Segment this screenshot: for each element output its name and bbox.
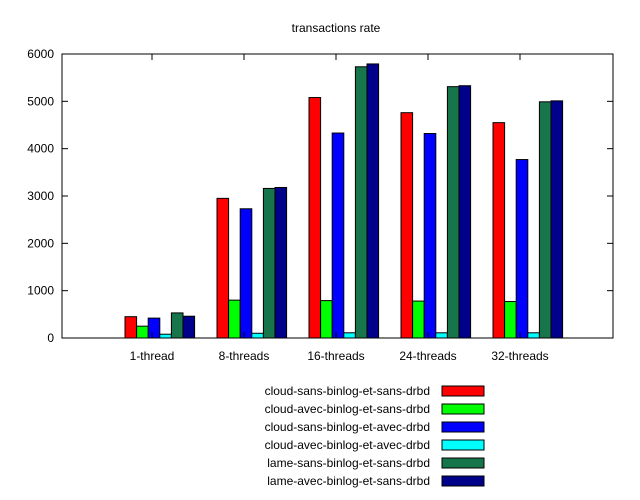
bar (446, 86, 460, 339)
bar (170, 312, 184, 339)
bar (354, 66, 368, 339)
y-tick-label: 1000 (27, 284, 54, 298)
bar (136, 325, 149, 339)
legend-swatch (441, 421, 485, 433)
y-tick-label: 3000 (27, 189, 54, 203)
x-tick-label: 1-thread (130, 349, 175, 363)
legend-label: cloud-sans-binlog-et-avec-drbd (265, 420, 430, 434)
bar (239, 208, 253, 339)
bar (124, 316, 138, 339)
y-tick-label: 4000 (27, 142, 54, 156)
bar (527, 332, 540, 339)
bar (159, 333, 172, 339)
y-tick-label: 2000 (27, 236, 54, 250)
y-tick-label: 6000 (27, 47, 54, 61)
legend-swatch (441, 457, 485, 469)
bar (274, 186, 288, 339)
bar (216, 197, 230, 339)
bar (343, 332, 356, 339)
x-tick-label: 32-threads (491, 349, 548, 363)
bar (412, 300, 425, 339)
y-tick-label: 0 (47, 331, 54, 345)
bar (423, 133, 437, 339)
bar (550, 100, 564, 339)
bar (538, 101, 552, 339)
legend-swatch (441, 439, 485, 451)
bar (515, 159, 529, 339)
bar (400, 112, 414, 339)
legend-label: cloud-avec-binlog-et-avec-drbd (265, 438, 430, 452)
bar (262, 187, 276, 339)
bar (147, 317, 161, 339)
x-tick-label: 8-threads (219, 349, 270, 363)
bar (458, 85, 472, 339)
y-tick-label: 5000 (27, 94, 54, 108)
bar (331, 132, 345, 339)
bar (251, 332, 264, 339)
bar (182, 315, 196, 339)
legend-label: lame-sans-binlog-et-sans-drbd (267, 456, 430, 470)
x-tick-label: 16-threads (307, 349, 364, 363)
legend-swatch (441, 403, 485, 415)
bar (492, 122, 506, 339)
chart-title: transactions rate (292, 21, 381, 35)
legend-label: cloud-sans-binlog-et-sans-drbd (265, 384, 430, 398)
bar (435, 332, 448, 339)
bar (228, 299, 241, 339)
bar (366, 63, 380, 339)
bar (504, 301, 517, 339)
legend-swatch (441, 385, 485, 397)
legend-label: lame-avec-binlog-et-sans-drbd (267, 474, 430, 488)
legend-label: cloud-avec-binlog-et-sans-drbd (265, 402, 430, 416)
x-tick-label: 24-threads (399, 349, 456, 363)
bar (308, 97, 322, 339)
bar (320, 300, 333, 339)
legend-swatch (441, 475, 485, 487)
